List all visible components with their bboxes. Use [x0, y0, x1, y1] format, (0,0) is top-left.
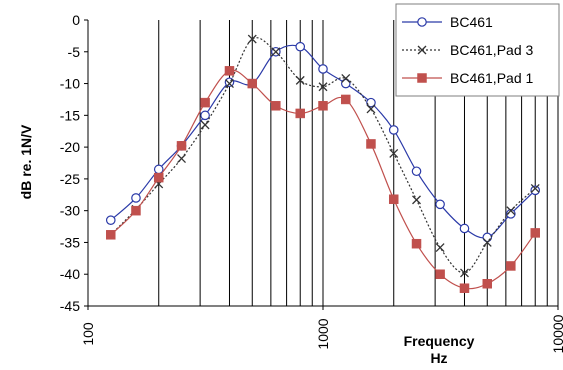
legend-item-bc461: BC461 — [402, 14, 493, 30]
x-marker-stroke — [506, 206, 516, 216]
data-point — [530, 183, 540, 193]
data-point — [295, 108, 305, 119]
data-point — [106, 230, 116, 240]
data-point — [271, 101, 281, 111]
series-1 — [106, 34, 540, 278]
data-point — [200, 110, 210, 121]
data-point — [388, 125, 399, 135]
data-point — [200, 97, 210, 108]
y-tick-label: -25 — [60, 171, 80, 187]
data-point — [506, 206, 516, 216]
data-point — [366, 139, 376, 149]
data-point — [411, 238, 422, 249]
legend-marker — [417, 17, 427, 27]
data-point — [295, 41, 306, 52]
data-point — [366, 104, 376, 114]
data-point — [341, 94, 351, 105]
data-point — [318, 82, 328, 92]
data-point — [131, 205, 141, 216]
data-point — [389, 149, 399, 158]
x-marker-stroke — [417, 45, 427, 55]
x-marker-stroke — [435, 243, 445, 252]
data-point — [177, 154, 186, 164]
x-axis-title-line1: Frequency — [404, 333, 475, 349]
y-axis-title: dB re. 1N/V — [18, 124, 34, 199]
data-point — [153, 172, 164, 183]
x-tick-label: 1000 — [315, 318, 331, 349]
y-tick-label: -15 — [60, 107, 80, 123]
data-point — [318, 64, 328, 74]
data-point — [295, 75, 305, 85]
legend-marker — [417, 45, 427, 55]
data-point — [435, 269, 445, 279]
data-point — [388, 194, 399, 204]
y-tick-label: -45 — [60, 298, 80, 314]
legend-label-bc461: BC461 — [450, 14, 493, 30]
data-point — [247, 78, 258, 89]
x-marker-stroke — [177, 154, 186, 164]
data-point — [460, 268, 469, 278]
legend-item-bc461-pad1: BC461,Pad 1 — [402, 70, 533, 86]
data-point — [506, 261, 516, 271]
x-marker-stroke — [295, 75, 305, 85]
data-point — [530, 185, 541, 196]
y-tick-label: -40 — [60, 266, 80, 282]
data-point — [482, 279, 493, 289]
legend-label-bc461-pad1: BC461,Pad 1 — [450, 70, 533, 86]
x-marker-stroke — [247, 34, 257, 44]
data-point — [412, 195, 421, 205]
axes — [84, 19, 559, 310]
data-point — [153, 164, 164, 175]
y-tick-label: -35 — [60, 234, 80, 250]
x-marker-stroke — [530, 183, 540, 193]
data-point — [366, 97, 376, 108]
x-marker-stroke — [412, 195, 421, 205]
data-point — [318, 101, 328, 111]
x-marker-stroke — [482, 237, 492, 247]
data-point — [224, 77, 235, 88]
data-point — [341, 74, 351, 83]
data-point — [105, 215, 116, 225]
data-series — [105, 34, 541, 293]
data-point — [176, 141, 187, 151]
x-marker-stroke — [271, 47, 281, 57]
y-tick-label: -5 — [68, 44, 81, 60]
x-marker-stroke — [341, 74, 351, 83]
data-point — [247, 34, 257, 44]
series-2 — [106, 66, 540, 293]
y-tick-label: 0 — [72, 12, 80, 28]
legend-label-bc461-pad3: BC461,Pad 3 — [450, 42, 533, 58]
x-tick-label: 100 — [80, 322, 96, 346]
data-point — [224, 66, 235, 76]
x-axis-title-line2: Hz — [430, 350, 447, 366]
data-point — [225, 79, 234, 89]
x-marker-stroke — [460, 268, 469, 278]
data-point — [435, 199, 445, 210]
data-point — [435, 243, 445, 252]
x-marker-stroke — [366, 104, 376, 114]
data-point — [506, 209, 516, 219]
legend-marker — [417, 73, 427, 83]
data-point — [411, 166, 422, 177]
x-tick-label: 10000 — [550, 314, 563, 353]
data-point — [131, 193, 141, 203]
data-point — [530, 228, 540, 238]
data-point — [200, 120, 210, 130]
y-tick-label: -20 — [60, 139, 80, 155]
x-marker-stroke — [318, 82, 328, 92]
y-tick-label: -10 — [60, 76, 80, 92]
x-marker-stroke — [200, 120, 210, 130]
data-point — [459, 223, 470, 234]
data-point — [271, 47, 281, 57]
data-point — [482, 237, 492, 247]
legend-item-bc461-pad3: BC461,Pad 3 — [402, 42, 533, 58]
data-point — [459, 283, 470, 293]
legend: BC461 BC461,Pad 3 BC461,Pad 1 — [395, 3, 560, 97]
x-marker-stroke — [225, 79, 234, 89]
y-tick-label: -30 — [60, 203, 80, 219]
x-marker-stroke — [389, 149, 399, 158]
